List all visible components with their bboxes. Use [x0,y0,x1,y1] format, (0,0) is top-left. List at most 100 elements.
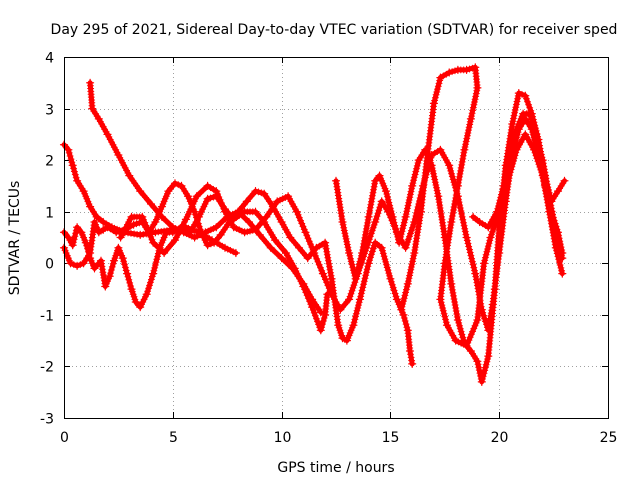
data-point [334,321,343,330]
data-point [244,217,254,227]
data-point [377,243,386,252]
data-point [197,228,206,237]
data-point [462,233,471,242]
data-point [149,238,158,247]
data-point [423,150,432,160]
data-point [292,207,301,216]
data-point [551,228,560,237]
y-tick-label: 3 [45,103,54,119]
data-point [318,269,327,278]
plot-frame [64,57,609,419]
data-point [475,217,484,227]
data-point [212,223,221,232]
data-point [177,181,186,190]
data-point [68,161,77,170]
y-tick-label: -3 [40,412,54,428]
data-point [460,145,469,154]
data-point [471,269,480,278]
data-point [277,217,286,227]
data-point [447,217,456,227]
data-point [408,181,417,190]
data-point [477,377,486,386]
data-point [99,217,108,227]
data-point [414,156,423,165]
data-point [64,233,73,242]
data-point [484,352,493,361]
data-point [273,197,282,206]
data-point [410,217,419,227]
data-point [149,269,158,278]
data-point [151,228,160,237]
x-axis-ticks: 0 5 10 15 20 25 [60,57,617,446]
data-point [440,259,449,268]
data-point [170,179,180,188]
data-point [114,150,123,160]
data-point [506,145,515,154]
data-point [99,225,108,234]
data-point [512,145,521,154]
data-point [410,248,419,258]
data-point [286,233,295,242]
data-point [212,187,221,196]
data-point [251,187,260,196]
data-point [129,220,138,229]
data-point [331,176,341,185]
data-point [345,248,354,258]
data-point [127,212,136,221]
data-point [186,228,195,237]
data-point [453,181,462,190]
data-point [251,207,260,216]
y-axis-label: SDTVAR / TECUs [7,181,23,296]
x-tick-label: 20 [491,430,509,446]
data-point [203,241,212,250]
data-point [105,272,114,281]
data-point [338,217,347,227]
data-point [68,241,77,250]
data-point [445,161,454,170]
data-point [73,176,82,185]
data-point [479,259,489,268]
data-point [138,212,147,221]
data-point [434,192,443,201]
data-point [90,217,99,227]
data-point [203,194,212,203]
data-point [338,334,347,343]
data-point [397,305,406,314]
data-point [203,181,212,190]
data-point [381,187,391,196]
data-point [386,274,395,283]
data-point [151,217,160,227]
data-point [142,290,151,299]
data-point [284,192,293,201]
data-point [92,212,101,221]
data-point [495,223,504,232]
data-point [255,230,264,239]
data-point [558,254,567,263]
data-point [303,254,312,263]
data-point [355,295,364,304]
data-point [529,145,539,154]
data-point [395,238,404,247]
data-point [240,228,249,237]
data-point [553,187,563,196]
data-point [308,303,317,312]
data-point [251,225,260,234]
data-point [96,256,106,265]
data-point [136,187,145,196]
data-point [560,176,569,185]
data-point [490,285,499,294]
data-point [442,321,452,330]
data-point [81,238,90,247]
data-point [231,248,240,258]
data-point [86,248,95,258]
x-tick-label: 25 [600,430,618,446]
data-series [59,63,569,386]
data-point [436,295,445,304]
data-point [181,215,190,224]
data-point [484,223,493,232]
data-point [242,197,251,206]
data-point [466,114,475,123]
data-point [266,243,275,252]
data-point [436,145,445,154]
